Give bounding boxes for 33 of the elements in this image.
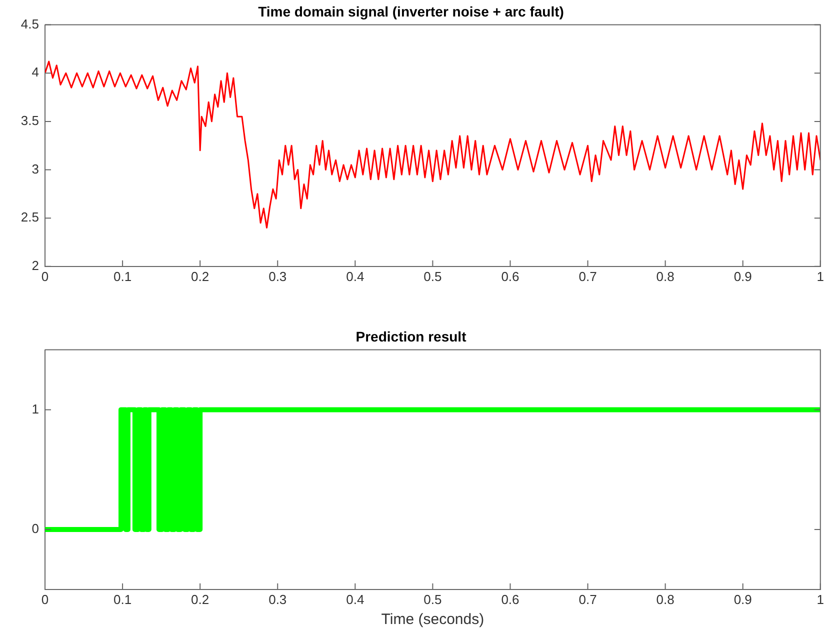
x-tick-label: 0.6 (501, 592, 520, 607)
x-tick-label: 0 (41, 592, 49, 607)
chart-title: Prediction result (356, 328, 467, 344)
x-tick-label: 0.2 (191, 268, 210, 284)
x-tick-label: 0.9 (734, 268, 752, 284)
x-tick-label: 0 (41, 268, 49, 284)
x-tick-label: 0.3 (268, 592, 287, 607)
x-tick-label: 0.4 (346, 268, 364, 284)
x-axis-title: Time (seconds) (381, 611, 484, 628)
x-tick-label: 0.7 (578, 268, 597, 284)
y-tick-label: 3 (32, 161, 39, 176)
y-tick-label: 2.5 (20, 210, 39, 225)
x-tick-label: 0.8 (656, 592, 674, 607)
x-tick-label: 0.2 (191, 592, 210, 607)
x-tick-label: 0.7 (578, 592, 597, 607)
y-tick-label: 4.5 (20, 16, 39, 32)
y-tick-label: 0 (32, 521, 39, 536)
x-tick-label: 0.4 (346, 592, 364, 607)
x-tick-label: 0.5 (424, 268, 442, 284)
x-tick-label: 0.5 (424, 592, 442, 607)
y-tick-label: 3.5 (20, 113, 39, 128)
x-tick-label: 0.1 (114, 592, 132, 607)
chart-title: Time domain signal (inverter noise + arc fault) (258, 3, 564, 20)
x-tick-label: 0.3 (268, 268, 287, 284)
x-tick-label: 1 (816, 592, 824, 607)
y-tick-label: 1 (32, 401, 39, 416)
x-tick-label: 1 (816, 268, 824, 284)
x-tick-label: 0.9 (734, 592, 752, 607)
y-tick-label: 4 (32, 64, 39, 80)
x-tick-label: 0.6 (501, 268, 520, 284)
x-tick-label: 0.1 (114, 268, 132, 284)
x-tick-label: 0.8 (656, 268, 674, 284)
y-tick-label: 2 (32, 258, 39, 273)
